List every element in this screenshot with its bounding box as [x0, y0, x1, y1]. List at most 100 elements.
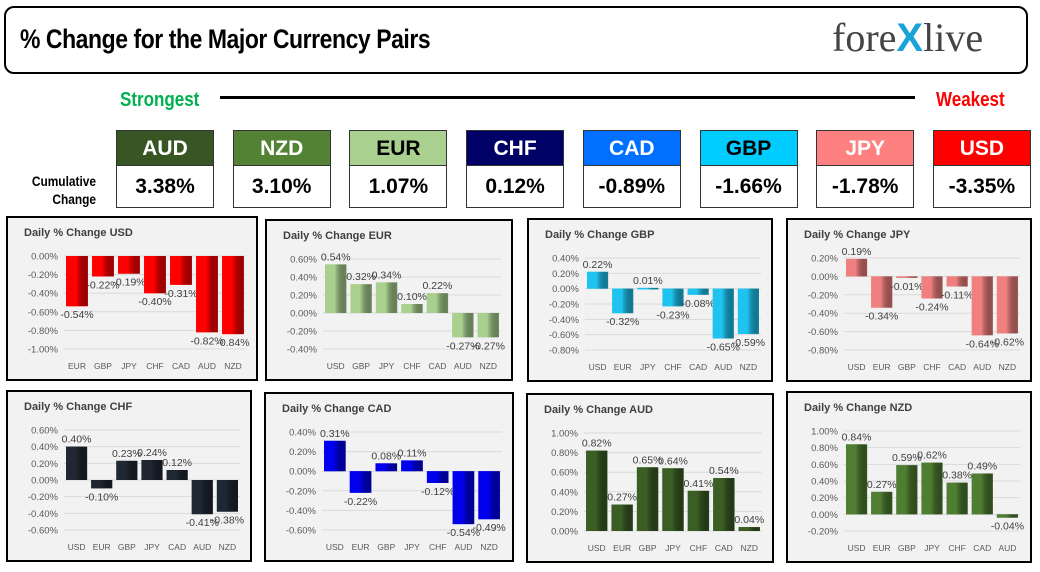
chart-title: Daily % Change USD [24, 227, 133, 239]
y-tick-label: -0.40% [549, 315, 580, 326]
bar-shading [452, 313, 474, 338]
y-tick-label: -0.20% [28, 492, 59, 503]
x-tick-label: CAD [168, 542, 186, 552]
bar-shading [921, 462, 943, 515]
bar-chart: Daily % Change NZD 1.00% 0.80% 0.60% 0.40% 0.… [804, 402, 1024, 553]
data-label: -0.04% [991, 521, 1024, 533]
currency-code: GBP [699, 130, 798, 166]
bar-shading [478, 471, 500, 520]
data-label: 0.34% [372, 269, 402, 281]
cumulative-value: 3.10% [232, 166, 331, 208]
data-label: 0.54% [709, 465, 739, 477]
x-tick-label: AUD [973, 362, 991, 372]
data-label: 0.19% [842, 246, 872, 258]
bar-shading [375, 463, 398, 472]
chart-panel-aud: Daily % Change AUD 1.00% 0.80% 0.60% 0.40% 0.… [526, 393, 774, 563]
data-label: -0.41% [186, 517, 219, 529]
bar-chart: Daily % Change USD 0.00% -0.20% -0.40% -0.60… [24, 227, 250, 371]
chart-panel-chf: Daily % Change CHF 0.60% 0.40% 0.20% 0.00% -0… [6, 390, 252, 562]
y-tick-label: 0.00% [551, 527, 578, 538]
bar-shading [738, 527, 760, 531]
data-label: -0.22% [344, 496, 377, 508]
bar-chart: Daily % Change CHF 0.60% 0.40% 0.20% 0.00% -0… [24, 401, 244, 552]
x-tick-label: CHF [948, 543, 965, 553]
y-tick-label: -0.20% [808, 290, 839, 301]
x-tick-label: USD [327, 361, 345, 371]
x-tick-label: EUR [873, 543, 891, 553]
chart-panel-gbp: Daily % Change GBP 0.40% 0.20% 0.00% -0.20% -… [527, 218, 773, 382]
y-tick-label: -0.60% [286, 526, 317, 537]
data-label: -0.31% [164, 288, 197, 300]
bar-shading [477, 313, 499, 338]
chart-title: Daily % Change EUR [283, 230, 392, 242]
bar-shading [662, 468, 684, 531]
x-tick-label: GBP [898, 543, 916, 553]
data-label: -0.27% [472, 340, 505, 352]
y-tick-label: 0.40% [31, 442, 58, 453]
bar-shading [144, 256, 166, 294]
y-tick-label: -0.40% [808, 309, 839, 320]
x-tick-label: GBP [898, 362, 916, 372]
currency-code: AUD [116, 130, 214, 166]
data-label: -0.19% [112, 277, 145, 289]
currency-card-jpy: JPY -1.78% [816, 130, 915, 208]
y-tick-label: 0.00% [552, 284, 579, 295]
bar-shading [141, 460, 163, 480]
x-tick-label: USD [589, 362, 607, 372]
bar-shading [612, 288, 634, 314]
bar-shading [637, 287, 659, 290]
currency-code: USD [932, 130, 1031, 166]
chart-panel-jpy: Daily % Change JPY 0.20% 0.00% -0.20% -0.40%… [786, 218, 1032, 382]
cumulative-value: -1.78% [816, 166, 915, 208]
bar-shading [636, 467, 659, 531]
x-tick-label: GBP [94, 361, 112, 371]
x-tick-label: AUD [454, 361, 472, 371]
x-tick-label: EUR [352, 542, 370, 552]
bar-shading [587, 271, 609, 289]
y-tick-label: 0.40% [811, 477, 838, 488]
data-label: 0.04% [734, 514, 764, 526]
bar-shading [846, 258, 868, 277]
y-tick-label: 0.00% [31, 476, 58, 487]
data-label: -0.10% [85, 491, 118, 503]
bar-shading [116, 460, 138, 480]
bar-shading [401, 460, 423, 472]
data-label: -0.08% [682, 298, 715, 310]
data-label: 0.54% [321, 251, 351, 263]
chart-title: Daily % Change CAD [282, 403, 391, 415]
y-tick-label: 0.80% [551, 448, 578, 459]
y-tick-label: -0.60% [28, 526, 59, 537]
data-label: -0.23% [656, 309, 689, 321]
currency-card-chf: CHF 0.12% [466, 130, 565, 208]
data-label: -0.82% [190, 335, 223, 347]
currency-code: EUR [349, 130, 448, 166]
x-tick-label: GBP [352, 361, 370, 371]
bar-shading [452, 471, 475, 525]
cumulative-value: -1.66% [699, 166, 798, 208]
x-tick-label: GBP [377, 542, 395, 552]
x-tick-label: NZD [740, 362, 757, 372]
bar-shading [191, 480, 213, 515]
chart-panel-nzd: Daily % Change NZD 1.00% 0.80% 0.60% 0.40% 0.… [786, 391, 1032, 563]
bar-chart: Daily % Change JPY 0.20% 0.00% -0.20% -0.40%… [804, 229, 1024, 372]
x-tick-label: AUD [454, 542, 472, 552]
bar-shading [971, 276, 993, 336]
data-label: -0.24% [915, 301, 948, 313]
data-label: -0.34% [865, 311, 898, 323]
x-tick-label: JPY [924, 543, 940, 553]
bar-shading [350, 284, 372, 313]
x-tick-label: CHF [146, 361, 163, 371]
data-label: 0.01% [633, 275, 663, 287]
y-tick-label: -0.40% [286, 506, 317, 517]
bar-shading [687, 288, 709, 295]
data-label: -0.54% [60, 309, 93, 321]
x-tick-label: EUR [613, 543, 631, 553]
data-label: 0.10% [397, 291, 427, 303]
x-tick-label: JPY [640, 362, 656, 372]
bar-shading [946, 276, 968, 287]
chart-panel-cad: Daily % Change CAD 0.40% 0.20% 0.00% -0.20% -… [264, 392, 514, 562]
currency-card-cad: CAD -0.89% [582, 130, 681, 208]
x-tick-label: CHF [664, 362, 681, 372]
bar-shading [426, 293, 449, 313]
y-tick-label: -0.60% [549, 330, 580, 341]
